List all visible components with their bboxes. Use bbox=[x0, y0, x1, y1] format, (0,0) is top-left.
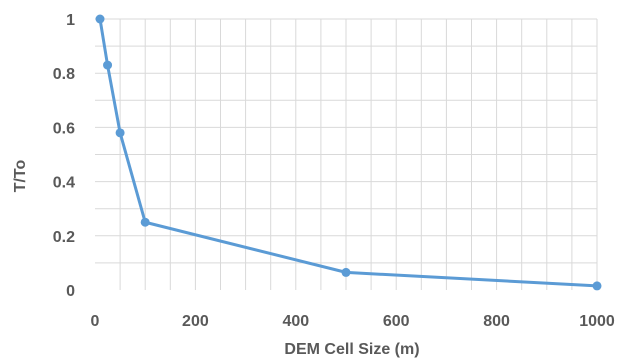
x-axis-title: DEM Cell Size (m) bbox=[284, 341, 419, 358]
data-point bbox=[115, 128, 125, 138]
x-axis-tick-labels: 0 200 400 600 800 1000 bbox=[91, 313, 615, 330]
series-line bbox=[98, 18, 598, 288]
x-tick-label: 0 bbox=[91, 313, 100, 330]
data-point bbox=[103, 60, 113, 70]
y-axis-title: T/To bbox=[12, 159, 29, 192]
x-tick-label: 600 bbox=[383, 313, 410, 330]
data-point bbox=[140, 217, 150, 227]
x-tick-label: 400 bbox=[282, 313, 309, 330]
x-tick-label: 800 bbox=[483, 313, 510, 330]
data-point bbox=[95, 14, 105, 24]
series-layer bbox=[95, 14, 602, 291]
y-tick-label: 0 bbox=[66, 283, 75, 300]
y-tick-label: 0.8 bbox=[53, 66, 75, 83]
y-tick-label: 0.6 bbox=[53, 120, 75, 137]
y-axis-tick-labels: 0 0.2 0.4 0.6 0.8 1 bbox=[53, 12, 75, 300]
y-tick-label: 0.2 bbox=[53, 229, 75, 246]
x-tick-label: 200 bbox=[182, 313, 209, 330]
horizontal-gridlines bbox=[95, 18, 597, 264]
data-point bbox=[592, 281, 602, 291]
y-tick-label: 0.4 bbox=[53, 175, 75, 192]
y-tick-label: 1 bbox=[66, 12, 75, 29]
data-point bbox=[341, 267, 351, 277]
x-tick-label: 1000 bbox=[579, 313, 615, 330]
